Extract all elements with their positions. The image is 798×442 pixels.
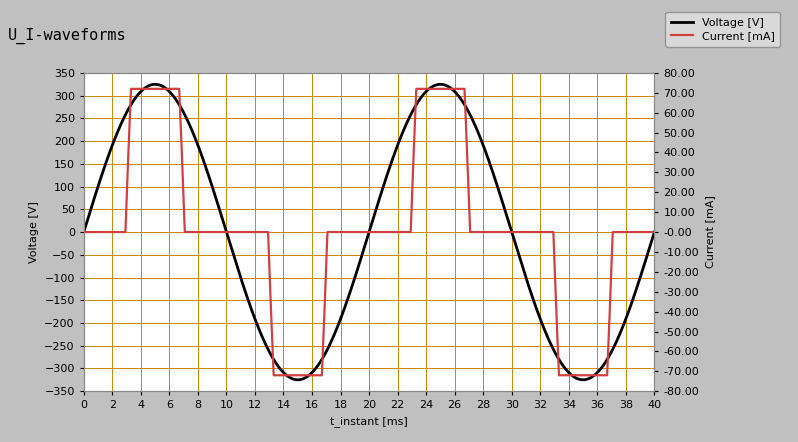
X-axis label: t_instant [ms]: t_instant [ms] bbox=[330, 416, 408, 427]
Text: U_I-waveforms: U_I-waveforms bbox=[8, 28, 127, 44]
Y-axis label: Current [mA]: Current [mA] bbox=[705, 196, 715, 268]
Legend: Voltage [V], Current [mA]: Voltage [V], Current [mA] bbox=[666, 12, 780, 46]
Y-axis label: Voltage [V]: Voltage [V] bbox=[29, 201, 39, 263]
